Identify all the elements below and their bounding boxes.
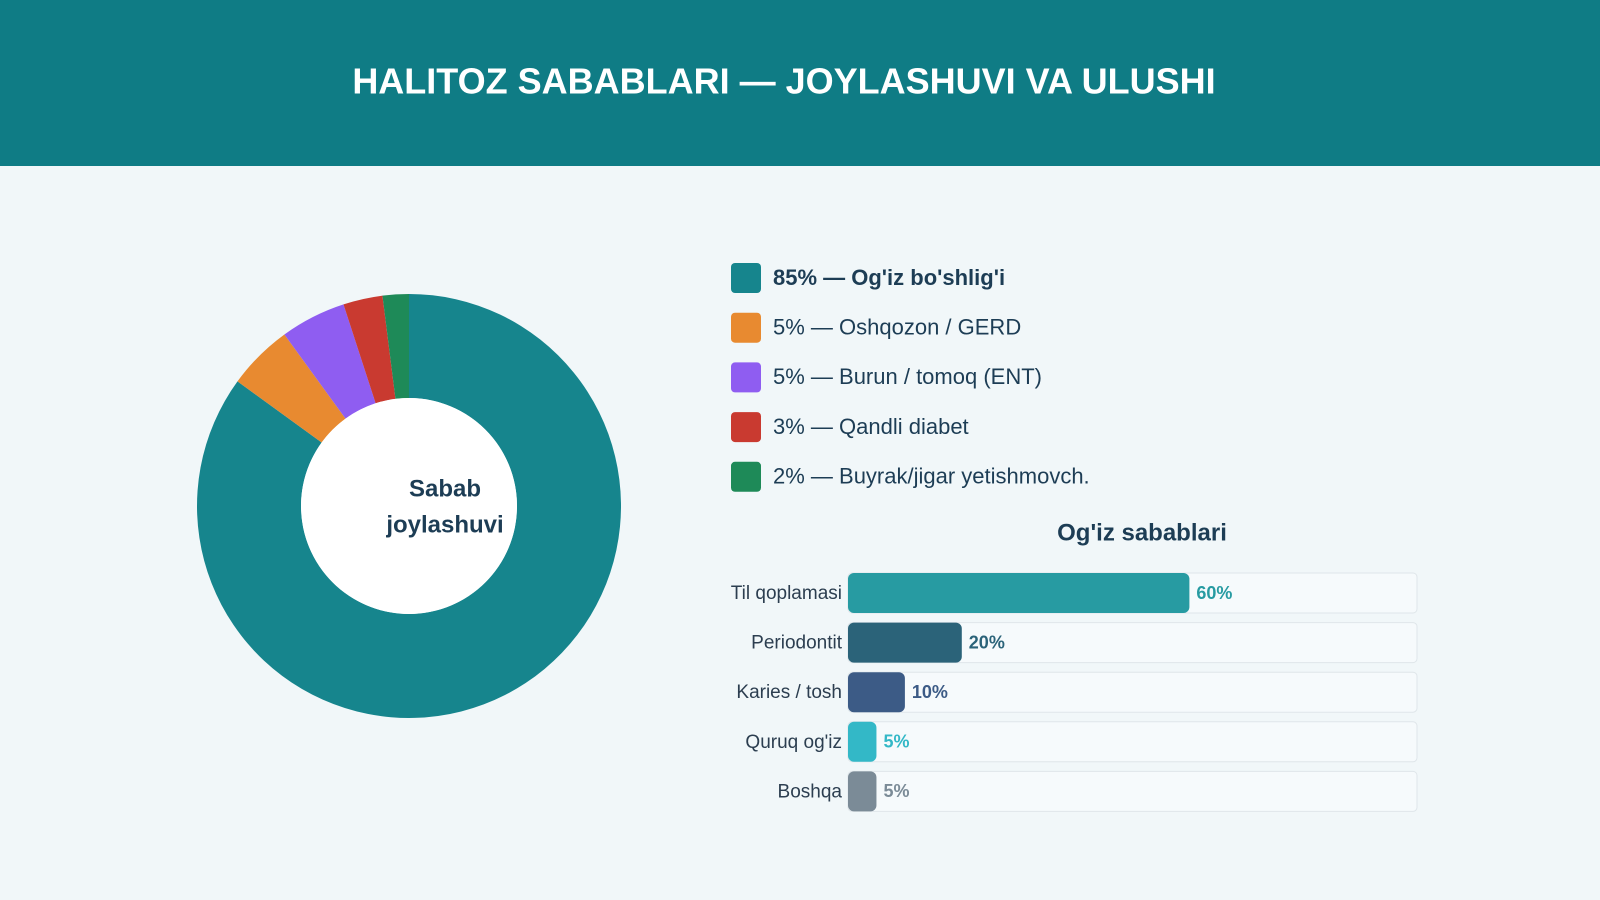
- legend-label: 2% — Buyrak/jigar yetishmovch.: [773, 464, 1090, 489]
- legend-swatch: [731, 312, 761, 343]
- bar-value-label: 20%: [969, 632, 1005, 652]
- bar-value-label: 60%: [1196, 583, 1232, 603]
- legend-label: 5% — Oshqozon / GERD: [773, 315, 1021, 340]
- donut-slice: [382, 294, 409, 399]
- bar-track: [847, 721, 1418, 763]
- bar-category-label: Karies / tosh: [736, 682, 842, 703]
- donut-center-label: joylashuvi: [385, 511, 503, 538]
- legend-label: 3% — Qandli diabet: [773, 414, 969, 439]
- bar-chart-title: Og'iz sabablari: [1057, 519, 1227, 546]
- bar-category-label: Periodontit: [751, 633, 843, 654]
- bar-value-label: 5%: [883, 781, 909, 801]
- donut-slice: [237, 334, 346, 443]
- bar: [848, 672, 905, 713]
- legend-label: 5% — Burun / tomoq (ENT): [773, 364, 1042, 389]
- header-band: [0, 0, 1600, 166]
- bar-track: [847, 770, 1418, 812]
- bar: [848, 622, 962, 663]
- donut-hole: [301, 398, 517, 614]
- legend-swatch: [731, 362, 761, 393]
- donut-center-label: Sabab: [409, 475, 481, 502]
- bar: [848, 721, 877, 762]
- bar: [848, 771, 877, 812]
- bar: [848, 573, 1190, 613]
- legend-swatch: [731, 412, 761, 443]
- page-title: HALITOZ SABABLARI — JOYLASHUVI VA ULUSHI: [352, 61, 1215, 102]
- bar-category-label: Quruq og'iz: [745, 732, 842, 753]
- donut-slice: [284, 304, 376, 419]
- bar-value-label: 10%: [912, 682, 948, 702]
- bar-value-label: 5%: [883, 732, 909, 752]
- bar-category-label: Til qoplamasi: [731, 583, 842, 604]
- donut-slice: [343, 295, 396, 404]
- donut-slice: [197, 294, 622, 718]
- legend-swatch: [731, 461, 761, 492]
- legend-swatch: [731, 263, 761, 293]
- legend-label: 85% — Og'iz bo'shlig'i: [773, 265, 1005, 290]
- bar-category-label: Boshqa: [778, 781, 843, 802]
